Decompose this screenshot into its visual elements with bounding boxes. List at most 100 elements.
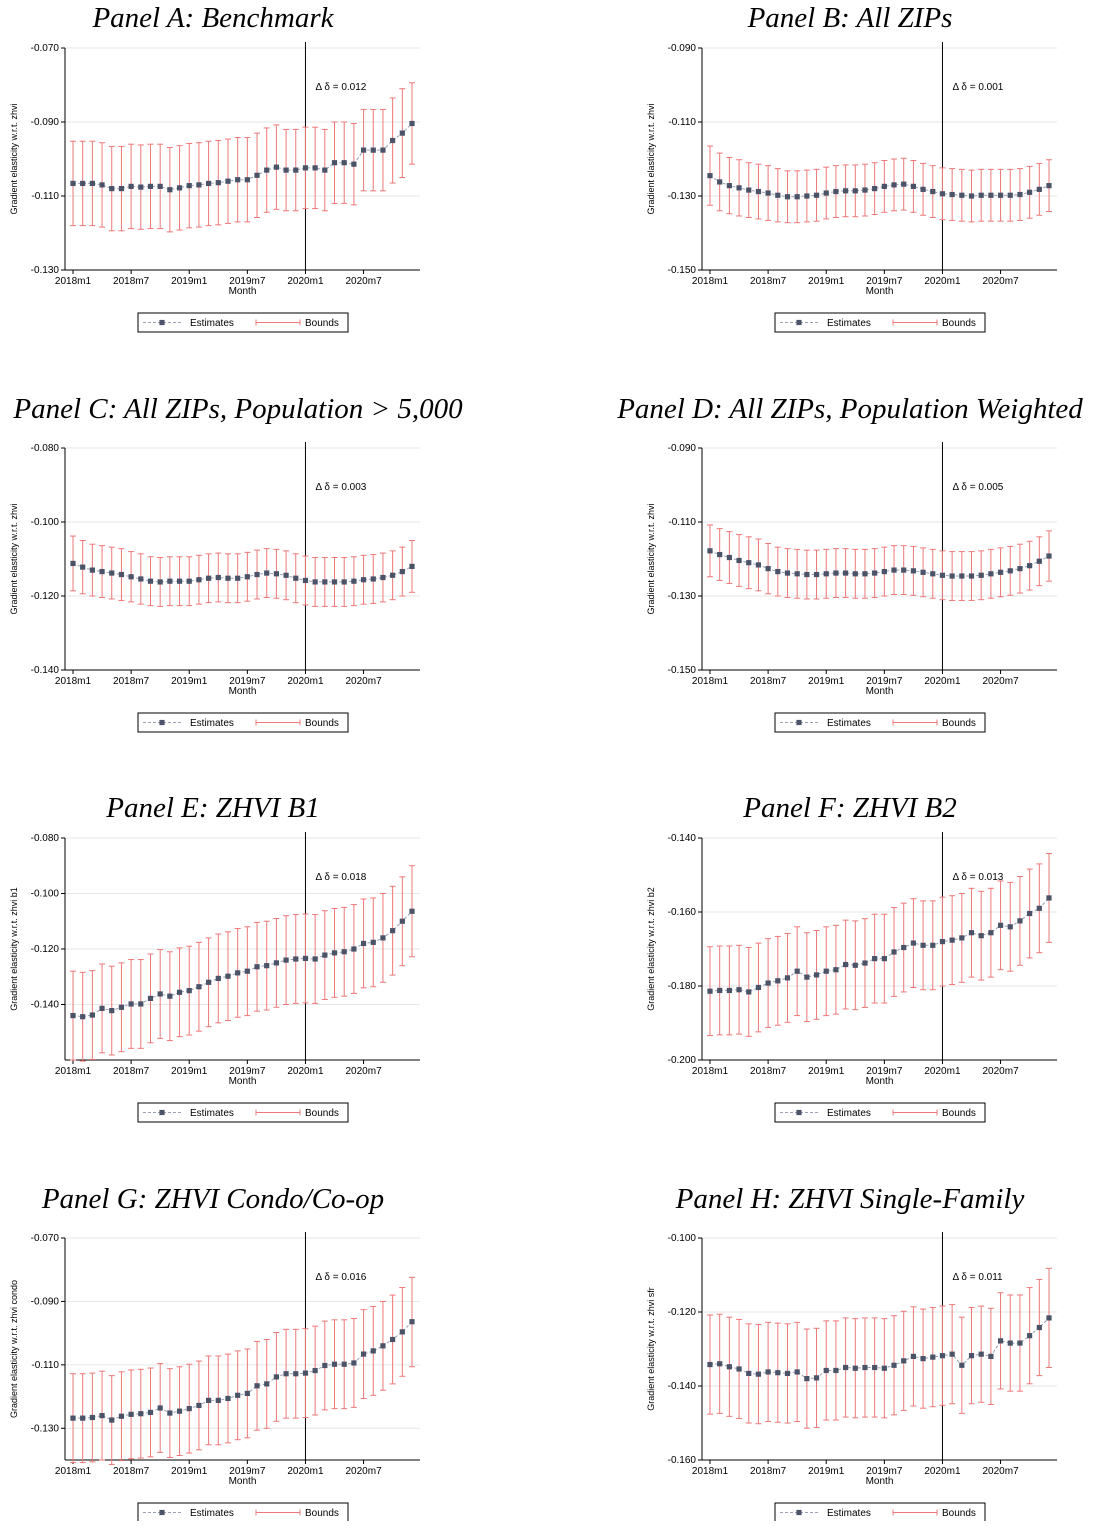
x-tick-label: 2019m1 bbox=[171, 676, 208, 687]
estimate-point bbox=[80, 1014, 86, 1020]
estimate-point bbox=[949, 1351, 955, 1357]
estimate-point bbox=[147, 995, 154, 1001]
estimate-point bbox=[833, 570, 839, 576]
estimate-point bbox=[196, 182, 202, 188]
estimate-point bbox=[1017, 191, 1023, 198]
y-tick-label: -0.110 bbox=[31, 1360, 59, 1371]
x-tick-label: 2018m1 bbox=[692, 676, 729, 687]
x-tick-label: 2020m7 bbox=[346, 276, 383, 287]
estimate-point bbox=[968, 193, 975, 199]
estimate-point bbox=[312, 1367, 318, 1374]
estimate-point bbox=[843, 961, 849, 968]
estimate-point bbox=[765, 1369, 771, 1375]
estimate-point bbox=[823, 1367, 829, 1374]
estimate-point bbox=[186, 183, 192, 189]
estimate-point bbox=[784, 1370, 791, 1377]
estimate-point bbox=[118, 571, 125, 578]
estimate-point bbox=[862, 187, 868, 193]
estimate-point bbox=[717, 551, 723, 558]
y-tick-label: -0.070 bbox=[31, 1233, 60, 1244]
estimate-point bbox=[138, 576, 144, 582]
estimate-point bbox=[196, 984, 202, 990]
x-tick-label: 2018m7 bbox=[113, 276, 150, 287]
estimate-point bbox=[147, 578, 154, 584]
estimate-point bbox=[930, 571, 936, 577]
estimate-point bbox=[852, 962, 858, 968]
x-tick-label: 2018m7 bbox=[113, 1466, 150, 1477]
y-tick-label: -0.120 bbox=[668, 1307, 697, 1318]
legend-box bbox=[774, 312, 986, 333]
estimate-point bbox=[147, 183, 154, 189]
estimate-point bbox=[930, 942, 936, 948]
y-tick-label: -0.110 bbox=[668, 117, 696, 128]
estimate-point bbox=[920, 569, 926, 575]
legend-bounds-label: Bounds bbox=[942, 718, 976, 729]
y-axis-label: Gradient elasticity w.r.t. zhvi bbox=[646, 103, 656, 214]
estimate-point bbox=[89, 1012, 95, 1018]
estimate-point bbox=[89, 180, 95, 187]
estimate-point bbox=[99, 568, 105, 575]
estimate-point bbox=[128, 1001, 134, 1007]
estimate-point bbox=[1007, 192, 1013, 198]
estimate-point bbox=[872, 956, 878, 962]
estimate-point bbox=[235, 575, 241, 581]
estimate-point bbox=[1007, 1340, 1013, 1346]
estimate-point bbox=[138, 1001, 144, 1007]
y-tick-label: -0.090 bbox=[31, 1296, 60, 1307]
estimate-point bbox=[80, 1415, 86, 1421]
estimate-point bbox=[399, 568, 405, 575]
legend-bounds-label: Bounds bbox=[942, 1508, 976, 1519]
x-axis-label: Month bbox=[229, 686, 257, 697]
legend-box bbox=[137, 1102, 349, 1123]
legend-estimates-marker bbox=[796, 319, 802, 326]
estimate-point bbox=[235, 970, 241, 976]
estimate-point bbox=[322, 579, 328, 585]
panel-title: Panel F: ZHVI B2 bbox=[742, 792, 956, 824]
estimate-point bbox=[920, 942, 926, 948]
delta-annotation: Δ δ = 0.016 bbox=[315, 1272, 366, 1283]
y-tick-label: -0.070 bbox=[31, 43, 60, 54]
y-tick-label: -0.100 bbox=[668, 1233, 697, 1244]
estimate-point bbox=[910, 1353, 916, 1359]
y-tick-label: -0.100 bbox=[31, 889, 60, 900]
x-axis-label: Month bbox=[866, 1076, 894, 1087]
y-axis-label: Gradient elasticity w.r.t. zhvi bbox=[9, 503, 19, 614]
x-tick-label: 2019m7 bbox=[229, 1466, 266, 1477]
x-tick-label: 2020m7 bbox=[346, 1466, 383, 1477]
y-tick-label: -0.110 bbox=[668, 517, 696, 528]
estimate-point bbox=[128, 1411, 134, 1417]
y-tick-label: -0.120 bbox=[31, 944, 60, 955]
estimate-point bbox=[390, 1336, 396, 1343]
estimate-point bbox=[707, 1361, 713, 1368]
estimate-point bbox=[399, 918, 405, 924]
chart-panel-h: Panel H: ZHVI Single-Family -0.100 -0.120 -… bbox=[646, 1183, 1057, 1523]
delta-annotation: Δ δ = 0.012 bbox=[315, 82, 366, 93]
estimate-point bbox=[176, 185, 183, 191]
estimate-point bbox=[1017, 918, 1023, 924]
estimate-point bbox=[370, 147, 376, 153]
estimate-point bbox=[273, 1374, 279, 1380]
x-tick-label: 2019m1 bbox=[171, 1066, 208, 1077]
estimate-point bbox=[736, 185, 742, 191]
legend-bounds-label: Bounds bbox=[942, 1108, 976, 1119]
legend-box bbox=[774, 1102, 986, 1123]
estimate-point bbox=[726, 554, 732, 561]
estimate-point bbox=[370, 939, 376, 945]
estimate-point bbox=[872, 1364, 878, 1371]
estimate-point bbox=[293, 167, 299, 173]
estimate-point bbox=[225, 973, 231, 979]
y-tick-label: -0.130 bbox=[668, 191, 697, 202]
estimate-point bbox=[341, 949, 347, 955]
estimate-point bbox=[765, 980, 771, 986]
legend-estimates-label: Estimates bbox=[827, 1108, 871, 1119]
x-tick-label: 2018m7 bbox=[750, 276, 787, 287]
estimate-point bbox=[794, 571, 800, 577]
estimate-point bbox=[390, 137, 396, 144]
estimate-point bbox=[1027, 1333, 1033, 1339]
estimate-point bbox=[283, 957, 289, 963]
estimate-point bbox=[959, 192, 965, 198]
estimate-point bbox=[968, 1353, 975, 1359]
legend-estimates-label: Estimates bbox=[827, 1508, 871, 1519]
x-tick-label: 2019m1 bbox=[171, 1466, 208, 1477]
estimate-point bbox=[176, 578, 183, 584]
